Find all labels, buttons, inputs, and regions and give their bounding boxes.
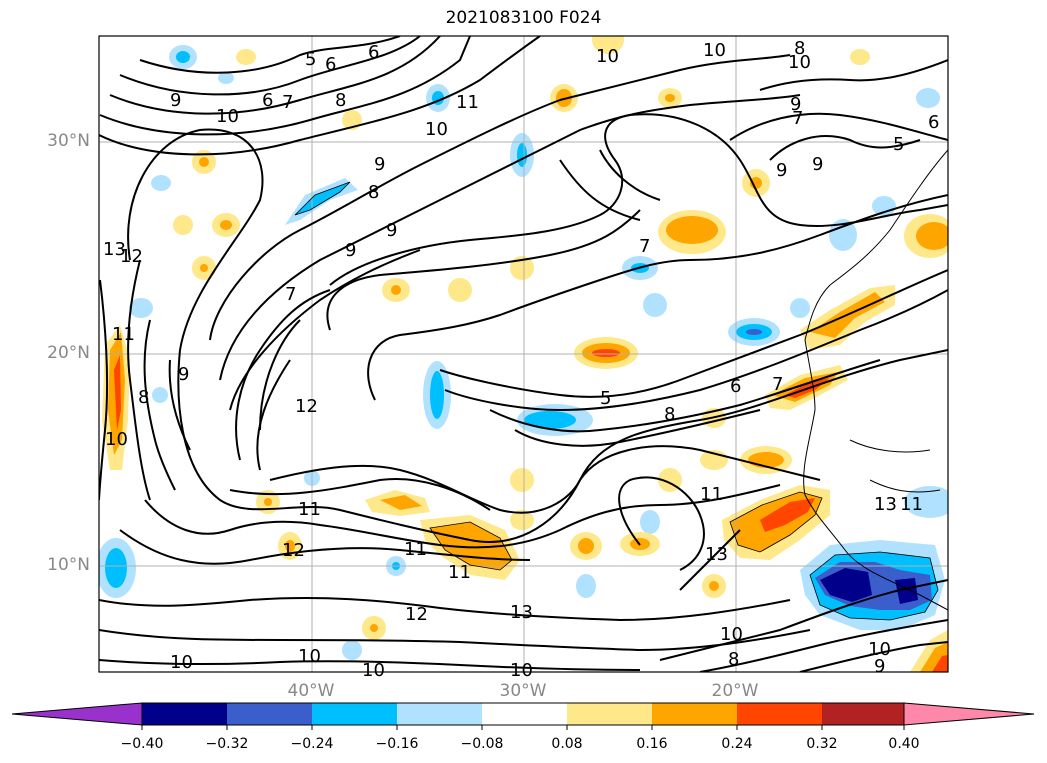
colorbar-tick: 0.16 [636,736,668,752]
contour-label: 8 [138,387,149,408]
contour-label: 8 [368,182,379,203]
contour-label: 6 [262,90,273,111]
contour-label: 11 [112,324,135,345]
colorbar-bin [567,703,652,725]
contour-label: 8 [794,38,805,59]
contour-label: 5 [305,49,316,70]
colorbar-tick: 0.32 [806,736,838,752]
contour-label: 8 [728,649,739,670]
contour-label: 9 [776,160,787,181]
colorbar-tick: −0.40 [120,736,164,752]
contour-label: 10 [596,46,619,67]
lon-label-20w: 20°W [711,681,759,701]
contour-label: 7 [772,374,783,395]
contour-value-labels: 5 6 6 6 7 8 9 10 10 11 9 8 9 9 7 10 10 1… [103,38,939,681]
colorbar-bin [397,703,482,725]
contour-label: 9 [178,364,189,385]
colorbar-tick: −0.16 [375,736,419,752]
contour-label: 12 [295,396,318,417]
lon-label-40w: 40°W [287,681,335,701]
colorbar-bin [822,703,904,725]
lat-label-20n: 20°N [47,343,90,363]
contour-label: 8 [335,90,346,111]
contour-label: 6 [325,54,336,75]
colorbar-extend-low [11,702,143,726]
contour-label: 11 [900,494,923,515]
contour-label: 5 [600,388,611,409]
colorbar-tick: −0.08 [460,736,504,752]
contour-label: 10 [703,40,726,61]
contour-label: 9 [386,220,397,241]
contour-label: 11 [700,484,723,505]
map-frame [98,35,949,673]
map-title: 2021083100 F024 [445,8,602,28]
contour-label: 13 [874,494,897,515]
colorbar-tick: 0.08 [551,736,583,752]
contour-label: 9 [170,90,181,111]
contour-label: 7 [792,108,803,129]
colorbar-tick: −0.32 [205,736,249,752]
contour-label: 10 [105,429,128,450]
contour-label: 11 [448,562,471,583]
contour-label: 9 [374,154,385,175]
colorbar-bin [227,703,312,725]
contour-label: 13 [510,602,533,623]
contour-label: 10 [425,119,448,140]
colorbar-bin [312,703,397,725]
colorbar-extend-high [903,702,1035,726]
lon-label-30w: 30°W [499,681,547,701]
contour-label: 10 [216,106,239,127]
contour-label: 11 [404,539,427,560]
contour-label: 9 [790,94,801,115]
lat-label-10n: 10°N [47,555,90,575]
contour-label: 12 [282,540,305,561]
colorbar-tick: 0.24 [721,736,753,752]
contour-label: 10 [510,660,533,681]
contour-label: 10 [720,624,743,645]
contour-label: 8 [664,404,675,425]
contour-label: 9 [874,656,885,677]
contour-label: 9 [345,240,356,261]
contour-label: 6 [368,42,379,63]
contour-label: 13 [705,544,728,565]
colorbar-bin [652,703,737,725]
colorbar-bin [737,703,822,725]
contour-label: 7 [282,92,293,113]
contour-label: 10 [298,646,321,667]
contour-label: 10 [362,660,385,681]
contour-label: 5 [893,134,904,155]
contour-label: 11 [298,499,321,520]
coastline [803,149,948,611]
colorbar-tick: −0.24 [290,736,334,752]
contour-label: 12 [120,246,143,267]
contour-label: 10 [788,52,811,73]
colorbar-bin [482,703,567,725]
contour-label: 10 [170,652,193,673]
lat-label-30n: 30°N [47,131,90,151]
colorbar [11,702,1035,730]
colorbar-bin [142,703,227,725]
contour-label: 13 [103,239,126,260]
contour-label: 7 [285,284,296,305]
colorbar-tick: 0.40 [888,736,920,752]
contour-label: 7 [639,236,650,257]
contour-label: 9 [812,154,823,175]
contour-label: 10 [868,639,891,660]
contour-lines [99,36,948,672]
contour-label: 6 [730,376,741,397]
contour-label: 12 [405,604,428,625]
contour-label: 6 [928,112,939,133]
graticule [99,36,948,672]
contour-label: 11 [456,92,479,113]
